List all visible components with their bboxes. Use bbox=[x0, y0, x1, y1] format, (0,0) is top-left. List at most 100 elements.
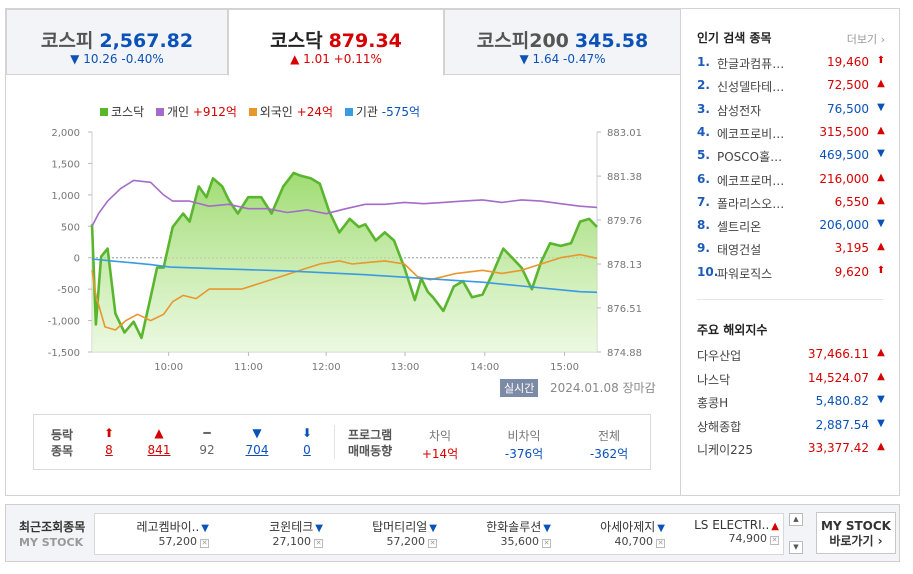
tab-kospi-value: 2,567.82 bbox=[99, 30, 194, 52]
chevron-up-icon: ▲ bbox=[793, 515, 799, 523]
tab-kospi[interactable]: 코스피 2,567.82 ▼ 10.26 -0.40% bbox=[6, 9, 228, 75]
breadth-count-lower-limit: 0 bbox=[303, 443, 311, 457]
institution-line bbox=[91, 258, 598, 294]
market-breadth-box: 등락 종목 ⬆ 8 ▲ 841 ━ 92 ▼ 704 ⬇ 0 프로그램 매매동향… bbox=[33, 414, 651, 470]
foreign-index-item[interactable]: 홍콩H 5,480.82 ▼ bbox=[697, 394, 887, 417]
foreign-index-item[interactable]: 다우산업 37,466.11 ▲ bbox=[697, 347, 887, 370]
popular-price: 206,000 bbox=[819, 218, 869, 233]
popular-item[interactable]: 8. 셀트리온 206,000 ▼ bbox=[697, 218, 887, 241]
y-right-tick-label: 883.01 bbox=[607, 128, 642, 139]
tab-kospi-name: 코스피 bbox=[40, 30, 94, 52]
recent-stock-item[interactable]: LS ELECTRI.. ▲ 74,900 ✕ bbox=[669, 518, 779, 552]
breadth-declining[interactable]: ▼ 704 bbox=[237, 425, 277, 459]
close-icon[interactable]: ✕ bbox=[656, 539, 665, 548]
close-icon[interactable]: ✕ bbox=[428, 539, 437, 548]
popular-price: 76,500 bbox=[827, 101, 869, 116]
breadth-lower-limit[interactable]: ⬇ 0 bbox=[287, 425, 327, 459]
chevron-right-icon: › bbox=[880, 33, 885, 46]
recent-stock-item[interactable]: 코윈테크 ▼ 27,100 ✕ bbox=[213, 518, 323, 552]
foreign-line bbox=[91, 253, 598, 331]
recent-stock-name: 한화솔루션 bbox=[486, 520, 542, 534]
breadth-upper-limit[interactable]: ⬆ 8 bbox=[89, 425, 129, 459]
recent-title: 최근조회종목 bbox=[19, 520, 86, 534]
tab-kospi200-change: ▼ 1.64 -0.47% bbox=[519, 52, 606, 66]
popular-item[interactable]: 6. 에코프로머… 216,000 ▲ bbox=[697, 172, 887, 195]
popular-price: 216,000 bbox=[819, 171, 869, 186]
dash-icon: ━ bbox=[203, 426, 211, 440]
popular-item[interactable]: 5. POSCO홀… 469,500 ▼ bbox=[697, 148, 887, 171]
arrow-down-icon: ⬇ bbox=[301, 426, 313, 440]
popular-rank: 4. bbox=[697, 124, 710, 139]
breadth-count-advancing: 841 bbox=[147, 443, 171, 457]
close-icon[interactable]: ✕ bbox=[200, 539, 209, 548]
legend-swatch-individual bbox=[155, 108, 164, 116]
popular-item[interactable]: 3. 삼성전자 76,500 ▼ bbox=[697, 102, 887, 125]
close-icon[interactable]: ✕ bbox=[770, 536, 779, 545]
popular-price: 9,620 bbox=[834, 264, 869, 279]
program-value: -362억 bbox=[589, 447, 629, 461]
popular-name: 한글과컴퓨… bbox=[717, 57, 785, 71]
popular-item[interactable]: 2. 신성델타테… 72,500 ▲ bbox=[697, 78, 887, 101]
recent-stock-item[interactable]: 한화솔루션 ▼ 35,600 ✕ bbox=[441, 518, 551, 552]
recent-stock-price: 35,600 bbox=[500, 535, 540, 548]
popular-name: 파워로직스 bbox=[717, 266, 773, 281]
popular-name: POSCO홀… bbox=[717, 150, 783, 165]
x-tick-label: 14:00 bbox=[470, 362, 499, 373]
legend-swatch-kosdaq bbox=[100, 108, 108, 116]
tab-kosdaq[interactable]: 코스닥 879.34 ▲ 1.01 +0.11% bbox=[228, 9, 444, 76]
breadth-count-declining: 704 bbox=[245, 443, 269, 457]
y-left-tick-label: 1,000 bbox=[51, 191, 80, 202]
popular-item[interactable]: 1. 한글과컴퓨… 19,460 ⬆ bbox=[697, 55, 887, 78]
legend-foreign[interactable]: 외국인 +24억 bbox=[248, 103, 334, 120]
popular-item[interactable]: 4. 에코프로비… 315,500 ▲ bbox=[697, 125, 887, 148]
triangle-down-icon: ▼ bbox=[877, 394, 885, 405]
mystock-button[interactable]: MY STOCK 바로가기 › bbox=[816, 512, 896, 554]
foreign-index-item[interactable]: 나스닥 14,524.07 ▲ bbox=[697, 371, 887, 394]
popular-rank: 7. bbox=[697, 194, 710, 209]
popular-name: 태영건설 bbox=[717, 243, 762, 258]
chevron-down-icon: ▼ bbox=[793, 543, 799, 551]
recent-stock-item[interactable]: 탑머티리얼 ▼ 57,200 ✕ bbox=[327, 518, 437, 552]
tab-kospi200-value: 345.58 bbox=[574, 30, 649, 52]
arrow-down-icon: ▼ bbox=[877, 218, 885, 230]
y-right-tick-label: 874.88 bbox=[607, 348, 642, 359]
legend-kosdaq[interactable]: 코스닥 bbox=[100, 103, 144, 120]
popular-item[interactable]: 7. 폴라리스오… 6,550 ▲ bbox=[697, 195, 887, 218]
legend-institution[interactable]: 기관 -575억 bbox=[344, 103, 420, 120]
popular-item[interactable]: 10. 파워로직스 9,620 ⬆ bbox=[697, 265, 887, 288]
intraday-chart: 2,000 1,500 1,000 500 0 -500 -1,000 -1,500 883.0… bbox=[48, 128, 642, 373]
arrow-up-icon: ▲ bbox=[877, 78, 885, 90]
program-value: -376억 bbox=[504, 447, 544, 461]
popular-price: 315,500 bbox=[819, 124, 869, 139]
close-icon[interactable]: ✕ bbox=[314, 539, 323, 548]
x-tick-label: 10:00 bbox=[154, 362, 183, 373]
scroll-up-button[interactable]: ▲ bbox=[789, 513, 803, 526]
close-icon[interactable]: ✕ bbox=[542, 539, 551, 548]
y-right-tick-label: 881.38 bbox=[607, 172, 642, 183]
arrow-up-icon: ▲ bbox=[877, 124, 885, 136]
triangle-down-icon: ▼ bbox=[657, 523, 665, 534]
more-link-label: 더보기 bbox=[846, 33, 878, 46]
recent-stock-item[interactable]: 레고켐바이.. ▼ 57,200 ✕ bbox=[99, 518, 209, 552]
breadth-unchanged[interactable]: ━ 92 bbox=[187, 425, 227, 459]
legend-swatch-institution bbox=[344, 108, 353, 116]
y-left-tick-label: 1,500 bbox=[51, 159, 80, 170]
foreign-index-item[interactable]: 니케이225 33,377.42 ▲ bbox=[697, 441, 887, 464]
foreign-index-item[interactable]: 상해종합 2,887.54 ▼ bbox=[697, 418, 887, 441]
more-link[interactable]: 더보기 › bbox=[847, 31, 885, 47]
scroll-down-button[interactable]: ▼ bbox=[789, 541, 803, 554]
mystock-button-line1: MY STOCK bbox=[821, 519, 891, 533]
recent-stock-item[interactable]: 아세아제지 ▼ 40,700 ✕ bbox=[555, 518, 665, 552]
y-right-tick-label: 878.13 bbox=[607, 260, 642, 271]
triangle-up-icon: ▲ bbox=[877, 370, 885, 382]
tab-kospi200[interactable]: 코스피200 345.58 ▼ 1.64 -0.47% bbox=[444, 9, 681, 75]
sidebar-divider bbox=[697, 299, 883, 300]
legend-individual[interactable]: 개인 +912억 bbox=[155, 103, 237, 120]
legend-value-foreign: +24억 bbox=[296, 105, 334, 119]
breadth-advancing[interactable]: ▲ 841 bbox=[139, 425, 179, 459]
program-value: +14억 bbox=[421, 447, 459, 461]
foreign-index-value: 5,480.82 bbox=[815, 394, 869, 408]
realtime-badge[interactable]: 실시간 bbox=[500, 379, 539, 397]
popular-item[interactable]: 9. 태영건설 3,195 ▲ bbox=[697, 241, 887, 264]
popular-price: 3,195 bbox=[834, 241, 869, 256]
